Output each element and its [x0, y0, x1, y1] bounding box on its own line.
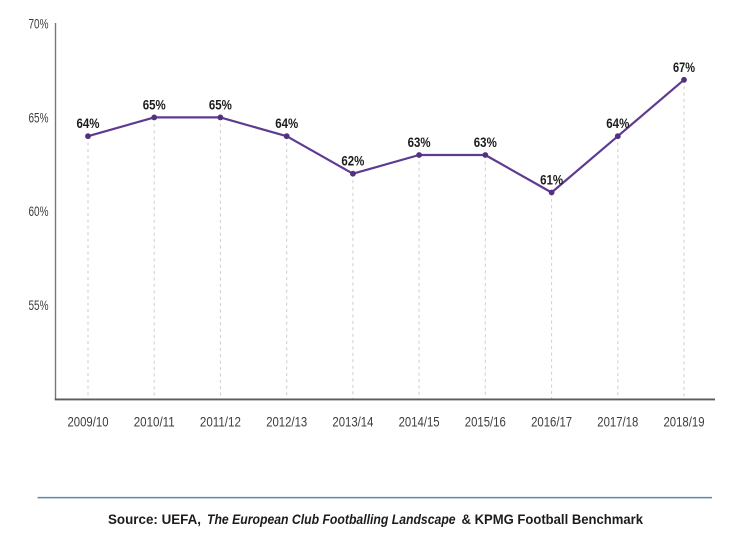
- svg-text:63%: 63%: [408, 135, 431, 150]
- svg-text:64%: 64%: [77, 116, 100, 131]
- svg-text:Source: UEFA,: Source: UEFA,: [108, 512, 201, 527]
- svg-text:The European Club Footballing: The European Club Footballing Landscape: [207, 512, 456, 527]
- svg-text:2016/17: 2016/17: [531, 414, 572, 430]
- svg-text:65%: 65%: [143, 97, 166, 112]
- svg-text:2010/11: 2010/11: [134, 414, 175, 430]
- svg-text:63%: 63%: [474, 135, 497, 150]
- svg-text:2013/14: 2013/14: [332, 414, 373, 430]
- svg-text:61%: 61%: [540, 173, 563, 188]
- svg-text:62%: 62%: [341, 154, 364, 169]
- svg-text:64%: 64%: [275, 116, 298, 131]
- svg-text:2017/18: 2017/18: [597, 414, 638, 430]
- svg-text:2015/16: 2015/16: [465, 414, 506, 430]
- svg-text:2009/10: 2009/10: [68, 414, 109, 430]
- svg-text:65%: 65%: [29, 110, 49, 125]
- svg-text:70%: 70%: [29, 16, 49, 31]
- svg-text:2011/12: 2011/12: [200, 414, 241, 430]
- svg-text:60%: 60%: [29, 204, 49, 219]
- svg-text:& KPMG Football Benchmark: & KPMG Football Benchmark: [462, 512, 644, 527]
- svg-text:55%: 55%: [29, 298, 49, 313]
- svg-text:2018/19: 2018/19: [664, 414, 705, 430]
- svg-text:65%: 65%: [209, 97, 232, 112]
- svg-text:2014/15: 2014/15: [399, 414, 440, 430]
- svg-text:2012/13: 2012/13: [266, 414, 307, 430]
- svg-text:64%: 64%: [606, 116, 629, 131]
- svg-text:67%: 67%: [673, 60, 695, 75]
